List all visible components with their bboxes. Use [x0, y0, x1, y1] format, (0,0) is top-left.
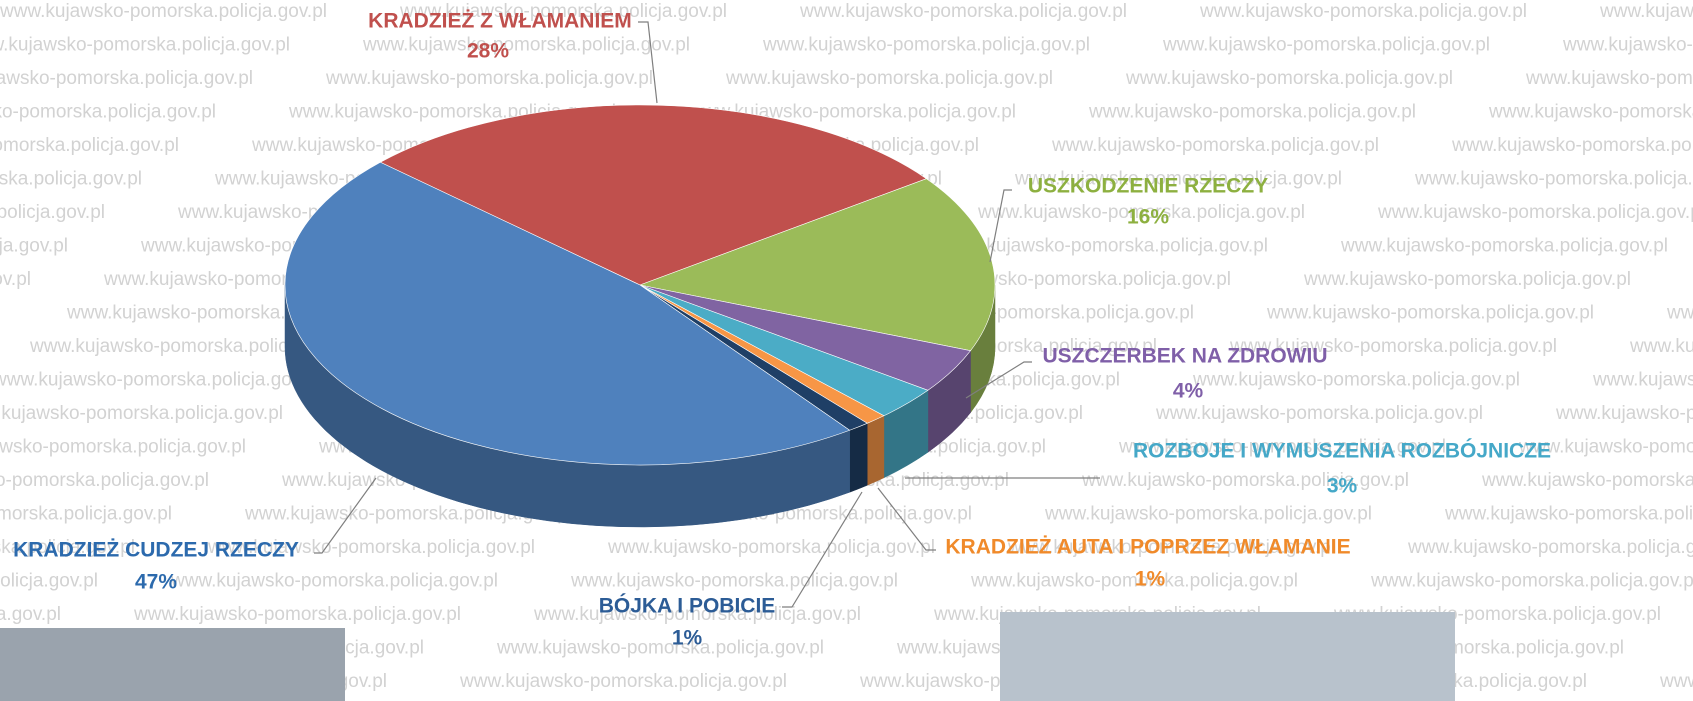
watermark-text: www.kujawsko-pomorska.policja.gov.pl [1488, 102, 1693, 123]
value-label: 16% [1127, 206, 1169, 229]
watermark-text: www.kujawsko-pomorska.policja.gov.pl [1266, 303, 1594, 324]
category-label: BÓJKA I POBICIE [599, 594, 776, 618]
watermark-text: www.kujawsko-pomorska.policja.gov.pl [1199, 1, 1527, 22]
watermark-text: www.kujawsko-pomorska.policja.gov.pl [1592, 370, 1693, 391]
watermark-text: www.kujawsko-pomorska.policja.gov.pl [607, 537, 935, 558]
watermark-text: www.kujawsko-pomorska.policja.gov.pl [762, 35, 1090, 56]
watermark-text: www.kujawsko-pomorska.policja.gov.pl [0, 236, 68, 257]
watermark-text: www.kujawsko-pomorska.policja.gov.pl [1340, 236, 1668, 257]
watermark-text: www.kujawsko-pomorska.policja.gov.pl [1599, 1, 1693, 22]
watermark-text: www.kujawsko-pomorska.policja.gov.pl [1451, 135, 1693, 156]
watermark-text: www.kujawsko-pomorska.policja.gov.pl [0, 35, 290, 56]
watermark-text: www.kujawsko-pomorska.policja.gov.pl [496, 638, 824, 659]
watermark-text: www.kujawsko-pomorska.policja.gov.pl [459, 671, 787, 692]
slice-side [850, 423, 868, 492]
watermark-text: www.kujawsko-pomorska.policja.gov.pl [1081, 470, 1409, 491]
photo [1000, 612, 1455, 701]
watermark-text: www.kujawsko-pomorska.policja.gov.pl [0, 571, 98, 592]
category-label: USZKODZENIE RZECZY [1028, 175, 1268, 198]
watermark-text: www.kujawsko-pomorska.policja.gov.pl [1162, 35, 1490, 56]
watermark-text: www.kujawsko-pomorska.policja.gov.pl [1525, 68, 1693, 89]
category-label: USZCZERBEK NA ZDROWIU [1042, 345, 1327, 368]
watermark-text: www.kujawsko-pomorska.policja.gov.pl [1659, 671, 1693, 692]
value-label: 28% [467, 40, 509, 63]
watermark-text: www.kujawsko-pomorska.policja.gov.pl [0, 169, 142, 190]
watermark-text: www.kujawsko-pomorska.policja.gov.pl [1407, 537, 1693, 558]
watermark-text: www.kujawsko-pomorska.policja.gov.pl [1370, 571, 1693, 592]
watermark-text: www.kujawsko-pomorska.policja.gov.pl [362, 35, 690, 56]
watermark-text: www.kujawsko-pomorska.policja.gov.pl [0, 504, 172, 525]
watermark-text: www.kujawsko-pomorska.policja.gov.pl [0, 1, 327, 22]
category-label: KRADZIEŻ CUDZEJ RZECZY [13, 539, 299, 562]
pie [285, 105, 995, 527]
watermark-text: www.kujawsko-pomorska.policja.gov.pl [1555, 403, 1693, 424]
watermark-text: www.kujawsko-pomorska.policja.gov.pl [0, 135, 179, 156]
watermark-text: www.kujawsko-pomorska.policja.gov.pl [1481, 470, 1693, 491]
value-label: 47% [135, 571, 177, 594]
value-label: 1% [1135, 568, 1166, 591]
watermark-text: www.kujawsko-pomorska.policja.gov.pl [0, 604, 61, 625]
watermark-text: www.kujawsko-pomorska.policja.gov.pl [325, 68, 653, 89]
watermark-text: www.kujawsko-pomorska.policja.gov.pl [1562, 35, 1693, 56]
watermark-text: www.kujawsko-pomorska.policja.gov.pl [1044, 504, 1372, 525]
value-label: 4% [1173, 380, 1204, 403]
watermark-text: www.kujawsko-pomorska.policja.gov.pl [799, 1, 1127, 22]
watermark-text: www.kujawsko-pomorska.policja.gov.pl [0, 202, 105, 223]
watermark-text: www.kujawsko-pomorska.policja.gov.pl [0, 370, 320, 391]
watermark-text: www.kujawsko-pomorska.policja.gov.pl [1303, 269, 1631, 290]
watermark-text: www.kujawsko-pomorska.policja.gov.pl [1629, 336, 1693, 357]
watermark-text: www.kujawsko-pomorska.policja.gov.pl [0, 470, 209, 491]
category-label: KRADZIEŻ AUTA I POPRZEZ WŁAMANIE [945, 536, 1350, 559]
category-label: KRADZIEŻ Z WŁAMANIEM [368, 10, 632, 33]
value-label: 1% [672, 627, 703, 650]
slice-side [867, 416, 884, 486]
watermark-text: www.kujawsko-pomorska.policja.gov.pl [170, 571, 498, 592]
watermark-text: www.kujawsko-pomorska.policja.gov.pl [1192, 370, 1520, 391]
watermark-text: www.kujawsko-pomorska.policja.gov.pl [0, 437, 246, 458]
watermark-text: www.kujawsko-pomorska.policja.gov.pl [1155, 403, 1483, 424]
photo [0, 628, 345, 701]
watermark-text: www.kujawsko-pomorska.policja.gov.pl [133, 604, 461, 625]
watermark-text: www.kujawsko-pomorska.policja.gov.pl [1414, 169, 1693, 190]
watermark-text: www.kujawsko-pomorska.policja.gov.pl [1051, 135, 1379, 156]
page: www.kujawsko-pomorska.policja.gov.pl www.… [0, 0, 1693, 701]
watermark-text: www.kujawsko-pomorska.policja.gov.pl [1088, 102, 1416, 123]
watermark-text: www.kujawsko-pomorska.policja.gov.pl [1377, 202, 1693, 223]
watermark-text: www.kujawsko-pomorska.policja.gov.pl [0, 269, 31, 290]
value-label: 3% [1327, 475, 1358, 498]
category-label: ROZBOJE I WYMUSZENIA ROZBÓJNICZE [1133, 439, 1551, 463]
watermark-text: www.kujawsko-pomorska.policja.gov.pl [0, 68, 253, 89]
watermark-text: www.kujawsko-pomorska.policja.gov.pl [0, 403, 283, 424]
watermark-text: www.kujawsko-pomorska.policja.gov.pl [725, 68, 1053, 89]
watermark-text: www.kujawsko-pomorska.policja.gov.pl [1125, 68, 1453, 89]
watermark-text: www.kujawsko-pomorska.policja.gov.pl [1444, 504, 1693, 525]
chart: www.kujawsko-pomorska.policja.gov.pl www.… [0, 0, 1693, 701]
watermark-text: www.kujawsko-pomorska.policja.gov.pl [1666, 303, 1693, 324]
watermark-text: www.kujawsko-pomorska.policja.gov.pl [570, 571, 898, 592]
watermark-text: www.kujawsko-pomorska.policja.gov.pl [0, 102, 216, 123]
